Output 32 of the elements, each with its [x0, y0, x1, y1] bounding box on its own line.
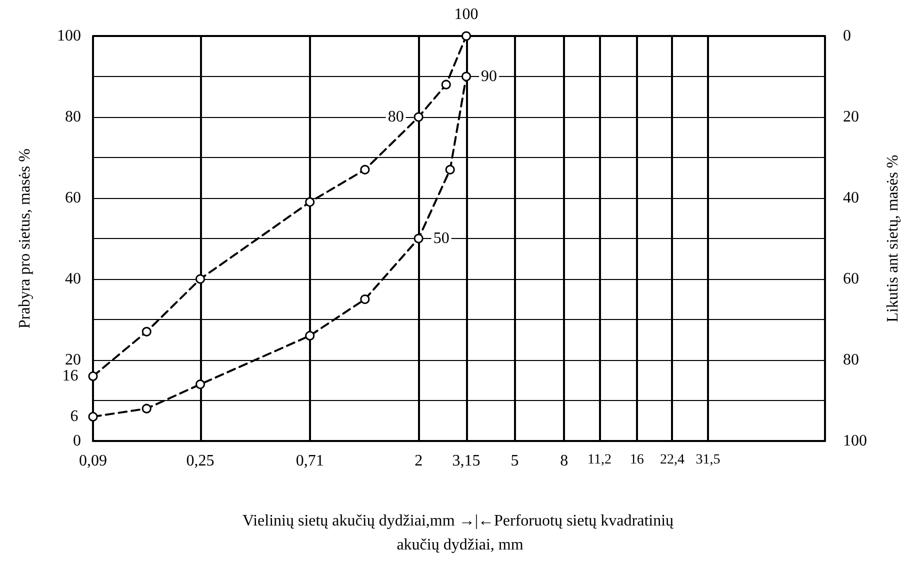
- y-tick-label: 60: [65, 190, 81, 206]
- x-axis-title: Vielinių sietų akučių dydžiai,mm →|←Perforuotų sietų kvadratinių akučių dydžiai, mm: [242, 512, 678, 554]
- data-label: 80: [388, 108, 404, 126]
- y2-tick-label: 20: [843, 108, 859, 126]
- y-tick-label: 40: [65, 270, 81, 288]
- data-label: 6: [70, 408, 78, 426]
- data-label: 50: [433, 230, 450, 247]
- y2-tick-label: 80: [843, 352, 859, 368]
- x-tick-label: 22,4: [660, 452, 684, 468]
- data-label: 90: [481, 68, 498, 85]
- y-tick-label: 20: [65, 352, 81, 368]
- y2-tick-label: 0: [843, 28, 851, 44]
- y2-tick-label: 100: [843, 432, 867, 450]
- x-tick-label: 16: [630, 452, 644, 468]
- y2-tick-label: 60: [843, 270, 859, 288]
- y-tick-label: 0: [73, 432, 81, 450]
- y2-tick-label: 40: [843, 190, 859, 206]
- x-tick-label: 2: [414, 452, 423, 470]
- x-tick-label: 11,2: [587, 452, 612, 468]
- x-tick-label: 5: [510, 452, 519, 470]
- y-axis-title: Prabyra pro sietus, masės %: [16, 148, 34, 328]
- x-tick-label: 0,71: [296, 452, 324, 470]
- x-tick-label: 31,5: [696, 452, 720, 468]
- data-label: 16: [62, 368, 78, 385]
- x-tick-label: 0,25: [186, 452, 214, 470]
- y-tick-label: 100: [57, 28, 81, 44]
- y2-axis-title: Likutis ant sietų, masės %: [884, 154, 902, 322]
- y-tick-label: 80: [65, 108, 81, 126]
- x-tick-label: 8: [560, 452, 568, 470]
- x-tick-label: 0,09: [79, 452, 107, 470]
- data-label: 100: [454, 6, 478, 23]
- x-tick-label: 3,15: [452, 452, 480, 470]
